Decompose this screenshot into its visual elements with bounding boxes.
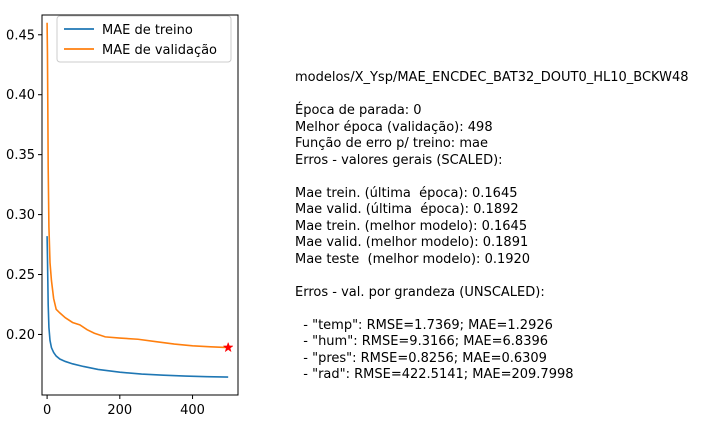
best-epoch-marker <box>222 341 234 353</box>
legend-label-train: MAE de treino <box>102 23 193 38</box>
chart: 0.20 0.25 0.30 0.35 0.40 0.45 0 200 400 MAE de t… <box>6 14 239 418</box>
info-line: Época de parada: 0 <box>295 103 422 118</box>
info-line <box>295 87 689 104</box>
legend-box <box>56 15 232 63</box>
y-tick-label: 0.30 <box>6 208 35 223</box>
info-line: Mae trein. (última época): 0.1645 <box>295 185 518 201</box>
info-line: modelos/X_Ysp/MAE_ENCDEC_BAT32_DOUT0_HL1… <box>295 70 689 85</box>
info-line: Erros - val. por grandeza (UNSCALED): <box>295 284 545 300</box>
legend-label-valid: MAE de validação <box>102 43 217 58</box>
info-line <box>295 301 689 318</box>
info-panel: modelos/X_Ysp/MAE_ENCDEC_BAT32_DOUT0_HL1… <box>295 70 689 384</box>
y-tick-label: 0.40 <box>6 88 35 103</box>
series-line-valid <box>46 22 229 349</box>
y-tick-label: 0.35 <box>6 148 35 163</box>
series-line-train <box>46 236 229 378</box>
info-line: Mae teste (melhor modelo): 0.1920 <box>295 251 531 267</box>
info-line: - "rad": RMSE=422.5141; MAE=209.7998 <box>295 367 574 382</box>
info-line: - "pres": RMSE=0.8256; MAE=0.6309 <box>295 350 547 366</box>
y-tick-label: 0.45 <box>6 28 35 43</box>
info-line: Melhor época (validação): 498 <box>295 119 493 135</box>
info-line: Função de erro p/ treino: mae <box>295 136 488 151</box>
info-line: Mae trein. (melhor modelo): 0.1645 <box>295 218 528 234</box>
legend: MAE de treino MAE de validação <box>56 15 232 63</box>
x-tick-label: 400 <box>180 403 205 418</box>
y-tick-label: 0.25 <box>6 268 35 283</box>
info-line: Erros - valores gerais (SCALED): <box>295 152 503 168</box>
x-tick-label: 200 <box>107 403 132 418</box>
x-tick-label: 0 <box>43 403 51 418</box>
info-line <box>295 268 689 285</box>
y-tick-label: 0.20 <box>6 328 35 343</box>
plot-frame <box>41 14 239 396</box>
info-line: Mae valid. (melhor modelo): 0.1891 <box>295 235 529 250</box>
info-line <box>295 169 689 186</box>
info-line: - "hum": RMSE=9.3166; MAE=6.8396 <box>295 334 549 349</box>
info-line: - "temp": RMSE=1.7369; MAE=1.2926 <box>295 317 553 333</box>
info-line: Mae valid. (última época): 0.1892 <box>295 202 519 217</box>
